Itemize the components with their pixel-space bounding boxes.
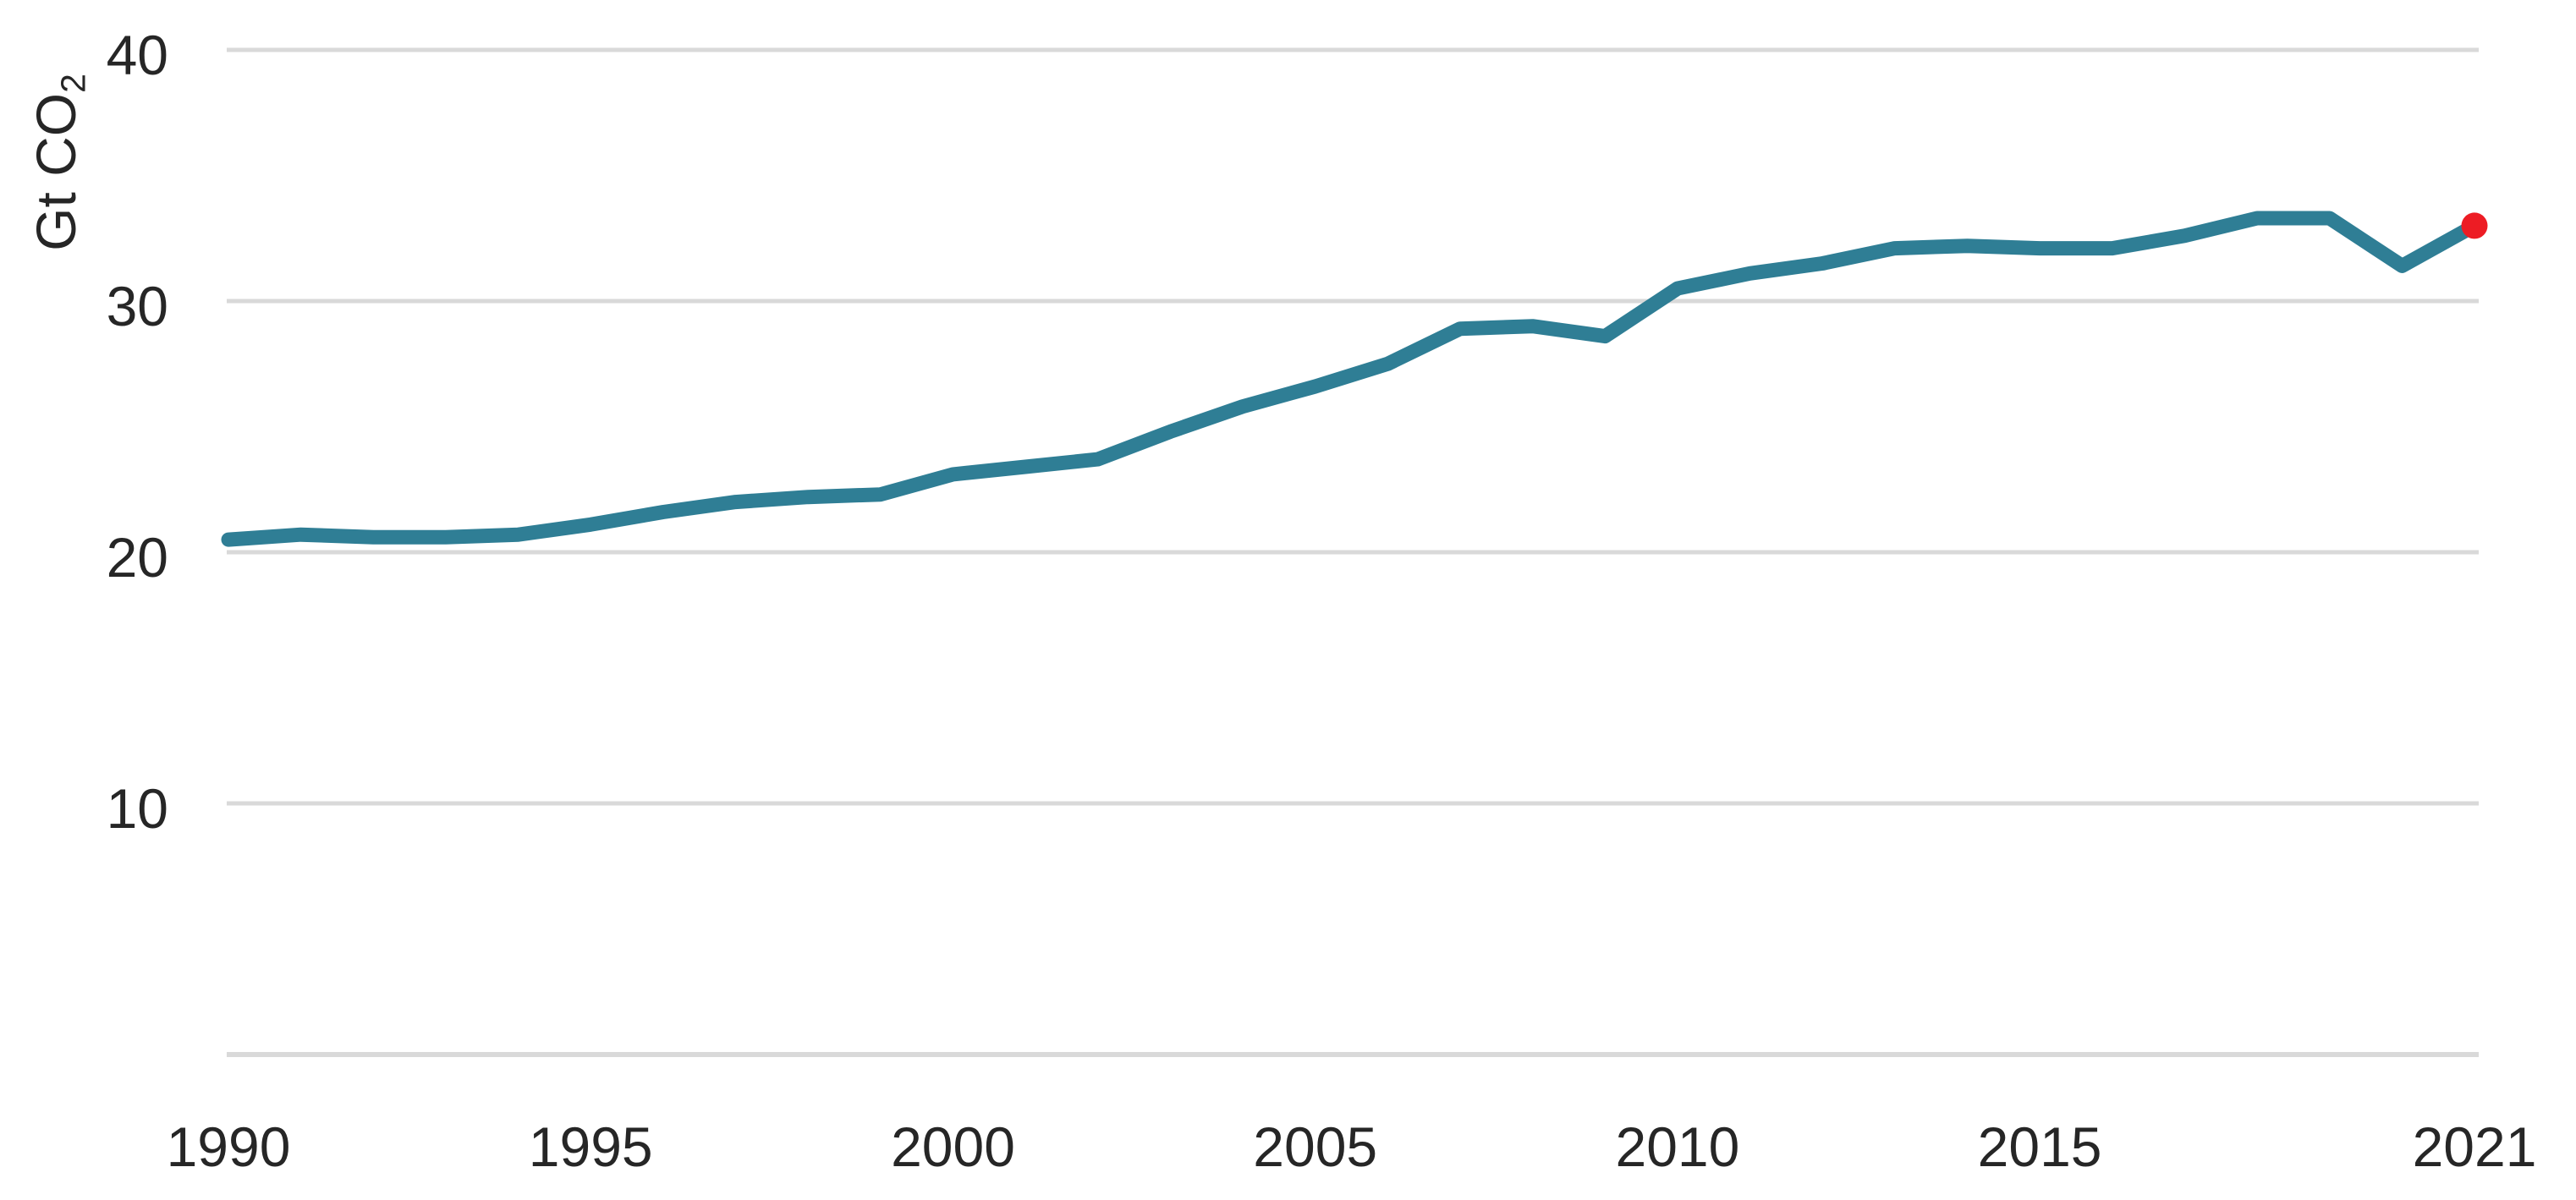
x-axis-tick-label-2015: 2015 bbox=[1978, 1115, 2102, 1178]
x-axis-tick-label-1995: 1995 bbox=[529, 1115, 653, 1178]
x-axis-tick-label-2000: 2000 bbox=[891, 1115, 1015, 1178]
x-axis-tick-label-2005: 2005 bbox=[1253, 1115, 1377, 1178]
x-axis-tick-label-2010: 2010 bbox=[1615, 1115, 1739, 1178]
latest-year-marker-dot bbox=[2461, 212, 2488, 239]
y-axis-tick-label-30: 30 bbox=[107, 275, 168, 337]
gridlines-group bbox=[227, 47, 2479, 1057]
y-axis-title-subscript: 2 bbox=[53, 74, 93, 93]
x-axis-tick-labels: 1990 1995 2000 2005 2010 2015 2021 bbox=[167, 1115, 2537, 1178]
y-axis-title: Gt CO2 bbox=[24, 74, 93, 251]
series-group bbox=[221, 211, 2488, 547]
x-axis-tick-label-1990: 1990 bbox=[167, 1115, 291, 1178]
y-axis-title-text: Gt CO bbox=[24, 92, 87, 251]
y-axis-tick-label-10: 10 bbox=[107, 777, 168, 840]
x-axis-tick-label-2021: 2021 bbox=[2413, 1115, 2537, 1178]
emissions-line bbox=[221, 211, 2482, 547]
y-axis-tick-label-40: 40 bbox=[107, 24, 168, 86]
y-axis-tick-labels: 40 30 20 10 bbox=[107, 24, 168, 840]
y-axis-tick-label-20: 20 bbox=[107, 526, 168, 589]
